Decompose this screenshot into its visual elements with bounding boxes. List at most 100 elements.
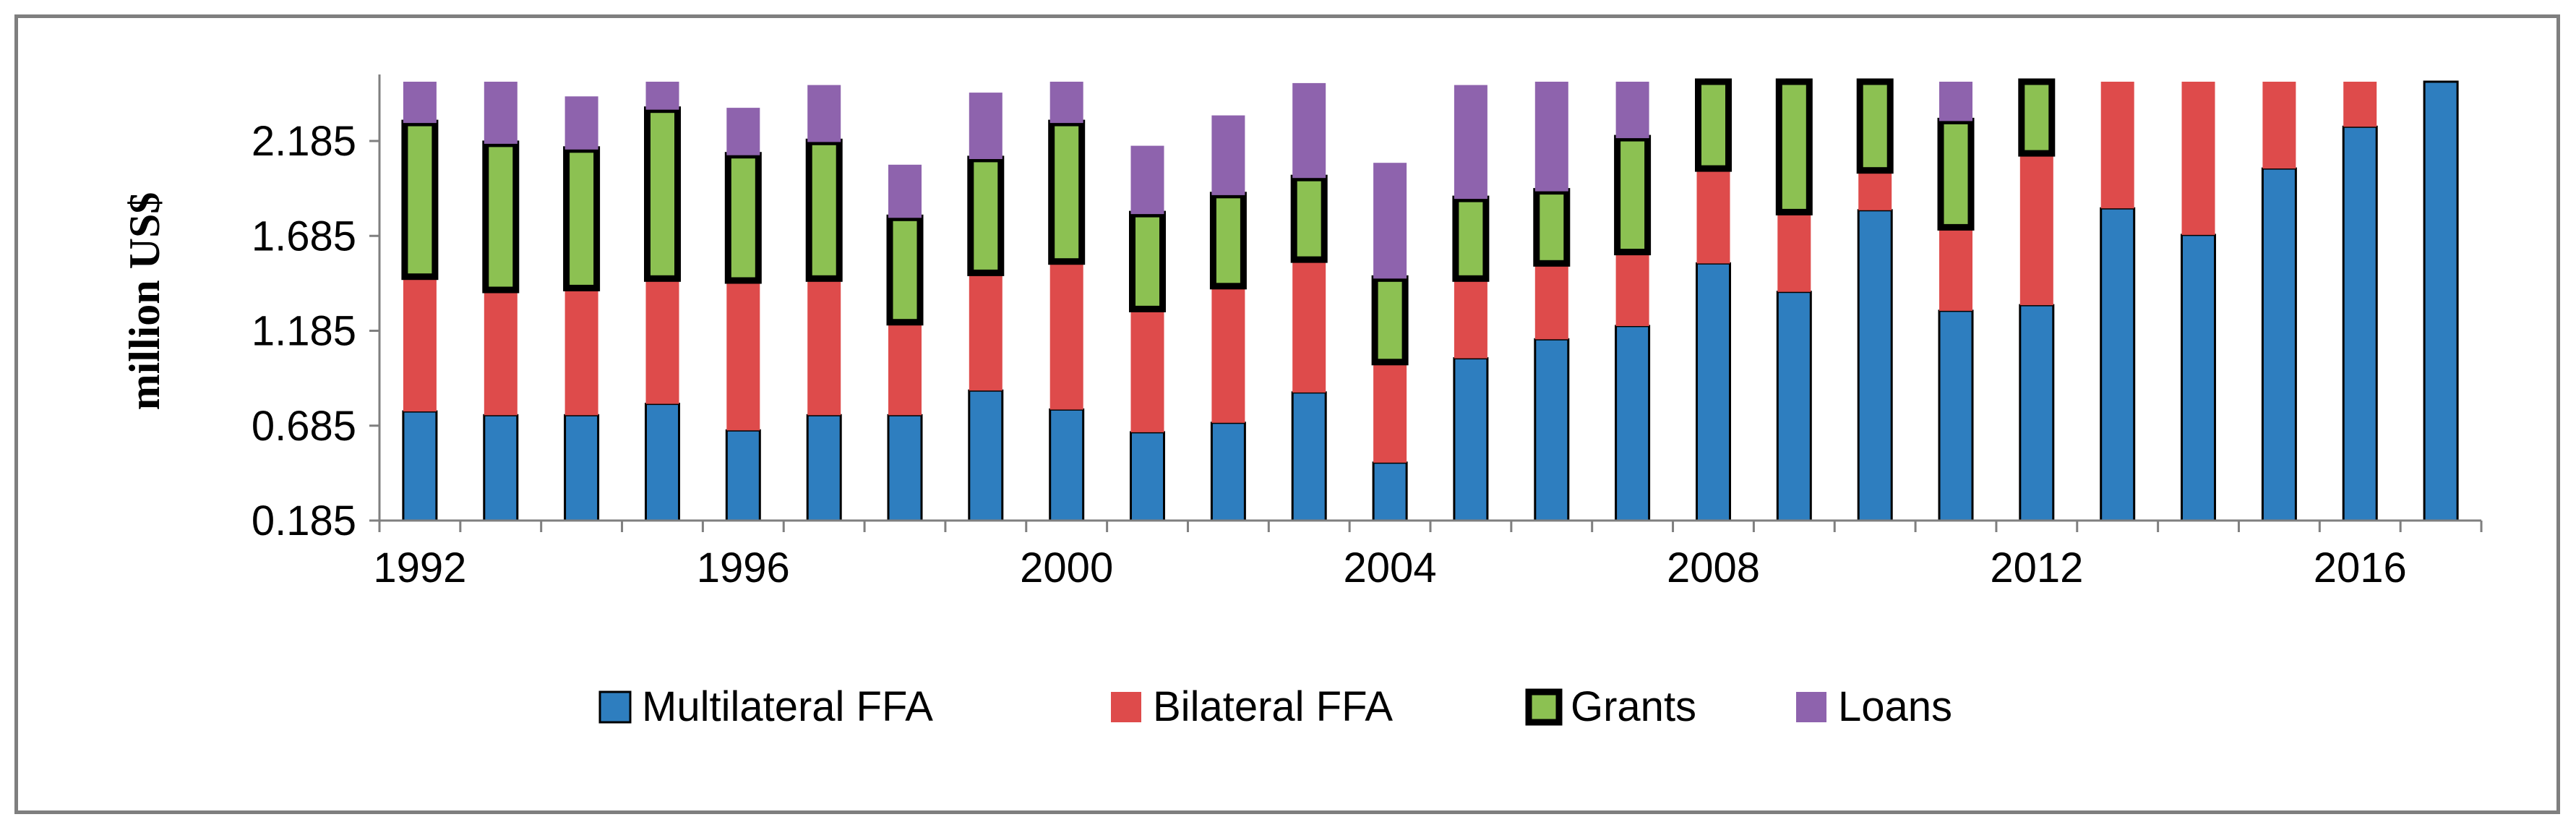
- bar-bilateral-ffa-2008: [1696, 168, 1730, 264]
- x-tick-label: 2012: [1990, 544, 2083, 591]
- bar-multilateral-ffa-2003: [1291, 391, 1327, 522]
- bar-grants-2009: [1775, 78, 1813, 215]
- bar-bilateral-ffa-2016: [2343, 82, 2377, 127]
- bar-bilateral-ffa-1992: [403, 276, 437, 412]
- bar-bilateral-ffa-1997: [807, 278, 841, 416]
- bar-loans-2001: [1130, 145, 1164, 215]
- bar-multilateral-ffa-1999: [968, 389, 1004, 522]
- bar-grants-1997: [805, 138, 843, 282]
- legend-swatch-loans: [1796, 692, 1826, 722]
- bar-loans-1996: [726, 108, 760, 155]
- bar-bilateral-ffa-2011: [1939, 227, 1972, 311]
- x-tick-label: 2008: [1667, 544, 1760, 591]
- bar-loans-2002: [1211, 115, 1245, 195]
- bar-grants-1999: [967, 155, 1005, 276]
- bar-grants-2007: [1614, 134, 1652, 256]
- bar-loans-2005: [1454, 85, 1487, 200]
- legend-swatch-bilateral-ffa: [1111, 692, 1141, 722]
- bar-bilateral-ffa-2007: [1615, 252, 1649, 326]
- bar-multilateral-ffa-2006: [1534, 338, 1570, 522]
- legend-label: Multilateral FFA: [642, 683, 933, 730]
- legend: Multilateral FFA Bilateral FFA Grants Loans: [598, 683, 1952, 730]
- chart-frame: million US$ 0.185 0.685 1.185 1.685 2.185 199…: [14, 14, 2560, 814]
- bar-bilateral-ffa-2015: [2262, 82, 2296, 169]
- bar-bilateral-ffa-1999: [969, 273, 1003, 391]
- bar-grants-2003: [1290, 174, 1328, 263]
- bar-loans-2011: [1939, 82, 1972, 121]
- bar-bilateral-ffa-2002: [1211, 286, 1245, 423]
- bar-loans-1993: [484, 82, 518, 144]
- bar-multilateral-ffa-2008: [1696, 262, 1731, 522]
- bar-multilateral-ffa-2010: [1857, 209, 1893, 522]
- bar-bilateral-ffa-2000: [1049, 261, 1083, 410]
- x-tick-label: 2016: [2314, 544, 2407, 591]
- bar-grants-2006: [1533, 188, 1571, 267]
- bar-grants-2004: [1371, 275, 1409, 366]
- legend-label: Bilateral FFA: [1153, 683, 1393, 730]
- x-tick-label: 2004: [1344, 544, 1437, 591]
- bar-multilateral-ffa-2014: [2181, 234, 2216, 522]
- bar-bilateral-ffa-2012: [2019, 153, 2053, 306]
- bar-grants-2001: [1129, 210, 1166, 312]
- y-axis-label: million US$: [121, 192, 168, 411]
- bar-loans-2000: [1049, 82, 1083, 124]
- bar-loans-2004: [1373, 163, 1407, 279]
- bar-grants-1998: [886, 214, 924, 326]
- legend-label: Grants: [1571, 683, 1696, 730]
- bar-bilateral-ffa-1993: [484, 290, 518, 416]
- bar-grants-1994: [563, 146, 601, 291]
- x-tick-label: 1992: [373, 544, 466, 591]
- bar-bilateral-ffa-2013: [2100, 82, 2134, 209]
- bar-multilateral-ffa-1996: [725, 429, 761, 522]
- bar-bilateral-ffa-1998: [888, 322, 922, 416]
- bar-loans-1995: [645, 82, 679, 110]
- bar-bilateral-ffa-2005: [1454, 278, 1487, 359]
- bar-bilateral-ffa-1994: [564, 288, 598, 416]
- y-tick-label: 1.685: [252, 213, 356, 260]
- axes-layer: 0.185 0.685 1.185 1.685 2.185 1992 1996 2000 200…: [252, 74, 2483, 591]
- bar-grants-2000: [1048, 119, 1086, 265]
- bar-bilateral-ffa-2004: [1373, 361, 1407, 463]
- bar-multilateral-ffa-2009: [1776, 291, 1812, 522]
- y-tick-label: 2.185: [252, 118, 356, 165]
- bar-grants-2010: [1856, 78, 1894, 174]
- bar-multilateral-ffa-2007: [1615, 325, 1651, 522]
- bar-multilateral-ffa-2005: [1453, 357, 1489, 522]
- bar-multilateral-ffa-2011: [1938, 309, 1974, 522]
- bar-bilateral-ffa-1995: [645, 278, 679, 404]
- bar-bilateral-ffa-2003: [1292, 260, 1326, 393]
- bars-layer: [401, 78, 2459, 522]
- bar-multilateral-ffa-2004: [1372, 461, 1408, 522]
- bar-grants-2005: [1452, 195, 1490, 282]
- legend-swatch-grants: [1525, 688, 1563, 726]
- bar-multilateral-ffa-1995: [645, 403, 680, 522]
- bar-multilateral-ffa-2015: [2261, 167, 2297, 522]
- bar-grants-2008: [1695, 78, 1732, 172]
- bar-grants-2012: [2018, 78, 2056, 157]
- bar-multilateral-ffa-1994: [564, 414, 600, 522]
- bar-multilateral-ffa-2000: [1049, 408, 1085, 522]
- bar-multilateral-ffa-1992: [402, 410, 438, 522]
- y-tick-label: 1.185: [252, 308, 356, 355]
- bar-multilateral-ffa-2016: [2342, 125, 2378, 522]
- bar-grants-2002: [1209, 192, 1247, 290]
- bar-loans-1994: [564, 96, 598, 150]
- bar-loans-1999: [969, 93, 1003, 159]
- bar-bilateral-ffa-2009: [1777, 212, 1811, 292]
- bar-multilateral-ffa-2001: [1130, 431, 1165, 522]
- bar-loans-2007: [1615, 82, 1649, 139]
- bar-multilateral-ffa-2013: [2100, 207, 2136, 522]
- bar-bilateral-ffa-1996: [726, 280, 760, 431]
- legend-swatch-multilateral-ffa: [598, 690, 632, 724]
- bar-multilateral-ffa-2012: [2019, 304, 2055, 522]
- bar-loans-2006: [1534, 82, 1568, 192]
- bar-grants-1996: [724, 152, 762, 284]
- stacked-bar-chart: million US$ 0.185 0.685 1.185 1.685 2.185 199…: [121, 74, 2483, 730]
- bar-bilateral-ffa-2006: [1534, 263, 1568, 340]
- bar-bilateral-ffa-2014: [2181, 82, 2215, 235]
- bar-multilateral-ffa-1993: [483, 414, 519, 522]
- bar-grants-1992: [401, 119, 439, 281]
- bar-multilateral-ffa-2002: [1210, 422, 1246, 522]
- bar-loans-2003: [1292, 82, 1326, 179]
- bar-grants-1995: [644, 106, 681, 282]
